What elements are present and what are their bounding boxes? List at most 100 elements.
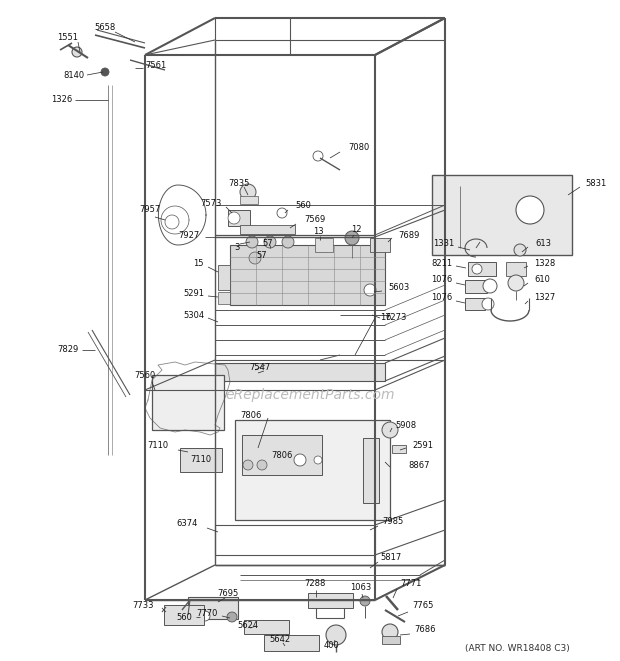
Bar: [230, 245, 385, 305]
Text: 7695: 7695: [218, 588, 239, 598]
Text: 5291: 5291: [183, 288, 204, 297]
Text: 57: 57: [263, 239, 273, 247]
Text: 7547: 7547: [249, 362, 270, 371]
Text: 1551: 1551: [58, 34, 79, 42]
Circle shape: [101, 68, 109, 76]
Text: 17: 17: [380, 313, 391, 323]
Bar: [240, 225, 295, 234]
Bar: [382, 636, 400, 644]
Bar: [465, 280, 487, 293]
Text: 7110: 7110: [190, 455, 211, 465]
Text: 8867: 8867: [408, 461, 430, 469]
Text: 7765: 7765: [412, 602, 433, 611]
Text: 5642: 5642: [270, 635, 291, 644]
Circle shape: [243, 460, 253, 470]
Bar: [152, 375, 224, 430]
Text: 12: 12: [351, 225, 361, 235]
Text: 5817: 5817: [380, 553, 401, 563]
Text: 7686: 7686: [414, 625, 435, 635]
Text: 1063: 1063: [350, 582, 371, 592]
Bar: [315, 238, 333, 252]
Circle shape: [200, 611, 210, 621]
Text: 7770: 7770: [197, 609, 218, 617]
Text: 7110: 7110: [147, 442, 168, 451]
Bar: [506, 262, 526, 276]
Circle shape: [257, 460, 267, 470]
Bar: [235, 420, 390, 520]
Text: 1328: 1328: [534, 258, 556, 268]
Text: 610: 610: [534, 276, 550, 284]
Text: 7080: 7080: [348, 143, 370, 153]
Text: 1076: 1076: [431, 293, 452, 303]
Bar: [164, 605, 204, 625]
Text: 613: 613: [535, 239, 551, 249]
Bar: [180, 448, 222, 472]
Text: 1331: 1331: [433, 239, 454, 249]
Circle shape: [508, 275, 524, 291]
Circle shape: [345, 231, 359, 245]
Text: 5658: 5658: [94, 24, 115, 32]
Text: 15: 15: [193, 258, 204, 268]
Text: 7835: 7835: [229, 178, 250, 188]
Bar: [215, 363, 385, 381]
Bar: [465, 298, 485, 310]
Text: 6273: 6273: [385, 313, 406, 323]
Circle shape: [382, 422, 398, 438]
Bar: [240, 196, 258, 204]
Text: (ART NO. WR18408 C3): (ART NO. WR18408 C3): [465, 644, 570, 652]
Circle shape: [165, 215, 179, 229]
Circle shape: [294, 454, 306, 466]
Bar: [432, 175, 572, 255]
Bar: [363, 438, 379, 503]
Circle shape: [314, 456, 322, 464]
Circle shape: [228, 212, 240, 224]
Text: 7569: 7569: [304, 215, 326, 225]
Text: 7689: 7689: [398, 231, 419, 241]
Text: 7957: 7957: [140, 206, 161, 215]
Circle shape: [249, 252, 261, 264]
Text: 5304: 5304: [183, 311, 204, 319]
Bar: [370, 238, 390, 252]
Text: 7985: 7985: [382, 518, 403, 527]
Bar: [218, 265, 230, 290]
Text: 7573: 7573: [201, 198, 222, 208]
Bar: [308, 593, 353, 608]
Text: 5624: 5624: [237, 621, 259, 631]
Circle shape: [282, 236, 294, 248]
Bar: [188, 597, 238, 619]
Text: 57: 57: [257, 251, 267, 260]
Text: 560: 560: [176, 613, 192, 621]
Text: 400: 400: [324, 641, 340, 650]
Bar: [468, 262, 496, 276]
Circle shape: [227, 612, 237, 622]
Bar: [264, 635, 319, 651]
Circle shape: [472, 264, 482, 274]
Text: 7288: 7288: [304, 580, 326, 588]
Circle shape: [382, 624, 398, 640]
Circle shape: [516, 196, 544, 224]
Text: 7771: 7771: [400, 580, 422, 588]
Bar: [215, 525, 375, 555]
Circle shape: [277, 208, 287, 218]
Circle shape: [240, 184, 256, 200]
Circle shape: [514, 244, 526, 256]
Text: 7829: 7829: [58, 346, 79, 354]
Text: 7733: 7733: [133, 600, 154, 609]
Text: 8140: 8140: [64, 71, 85, 79]
Circle shape: [264, 236, 276, 248]
Text: 2591: 2591: [412, 440, 433, 449]
Text: 13: 13: [312, 227, 323, 237]
Circle shape: [364, 284, 376, 296]
Text: 7806: 7806: [241, 410, 262, 420]
Bar: [244, 620, 289, 634]
Circle shape: [482, 298, 494, 310]
Bar: [228, 210, 250, 226]
Text: 1326: 1326: [51, 95, 73, 104]
Bar: [242, 435, 322, 475]
Bar: [392, 445, 406, 453]
Text: 1076: 1076: [431, 276, 452, 284]
Circle shape: [483, 279, 497, 293]
Text: 7806: 7806: [272, 451, 293, 459]
Text: 7927: 7927: [179, 231, 200, 239]
Circle shape: [246, 236, 258, 248]
